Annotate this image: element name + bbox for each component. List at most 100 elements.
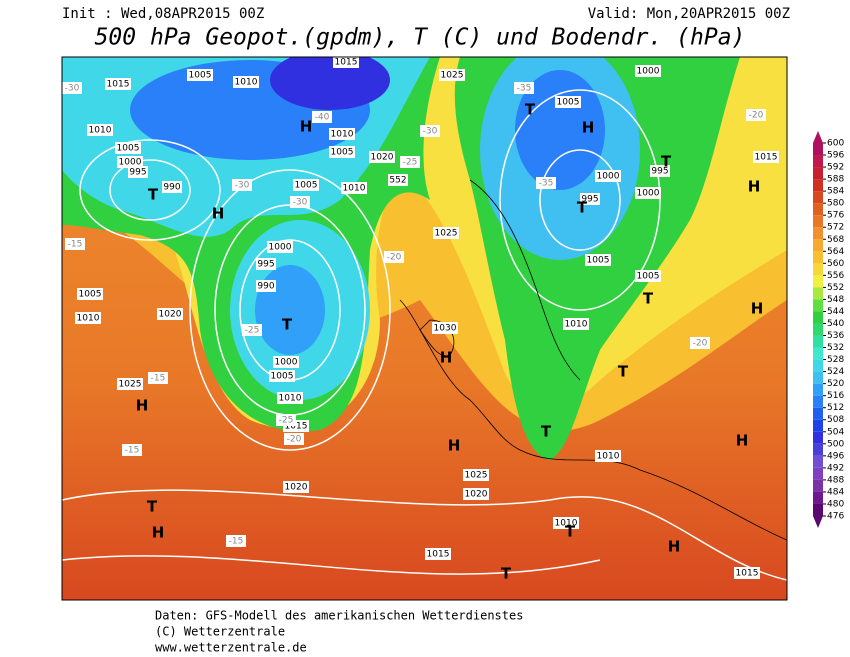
colorbar-band [813,179,823,192]
temp-label: -30 [423,127,438,137]
colorbar-tick-label: 532 [827,343,844,353]
temp-label: -15 [229,537,244,547]
pressure-label-box [425,548,451,560]
pressure-label: 995 [129,168,146,178]
pressure-label-box [432,322,458,334]
low-marker: T [618,363,629,381]
colorbar-band [813,167,823,180]
pressure-label-box [734,567,760,579]
pressure-label: 1020 [465,490,488,500]
high-marker: H [300,118,313,136]
pressure-label: 1015 [427,550,450,560]
temp-label: -35 [539,179,554,189]
temp-label: -15 [68,240,83,250]
colorbar-band [813,359,823,372]
pressure-label: 552 [389,176,406,186]
map-frame [61,56,788,601]
colorbar-tick-label: 556 [827,271,844,281]
pressure-label: 1005 [189,71,212,81]
pressure-label: 1000 [119,158,142,168]
pressure-label-box [273,356,299,368]
pressure-label: 1000 [637,189,660,199]
temp-label-box [284,433,304,445]
colorbar-band [813,251,823,264]
colorbar-tick-label: 576 [827,211,844,221]
pressure-label-box [105,78,131,90]
pressure-label: 1010 [343,184,366,194]
colorbar-band [813,479,823,492]
colorbar-top-arrow [813,131,823,143]
pressure-label-box [635,270,661,282]
pressure-label-box [650,165,670,177]
polar-core [270,57,390,110]
pressure-label: 1030 [434,324,457,334]
colorbar-band [813,347,823,360]
colorbar-tick-label: 564 [827,247,844,257]
temp-label-box [746,109,766,121]
pressure-label: 1010 [77,314,100,324]
pressure-label: 1015 [755,153,778,163]
pressure-label-box [341,182,367,194]
colorbar-band [813,407,823,420]
colorbar-band [813,155,823,168]
pressure-label-box [256,258,276,270]
high-marker: H [748,178,761,196]
temp-label: -20 [749,111,764,121]
low-marker: T [282,316,293,334]
pressure-label-box [463,469,489,481]
colorbar-tick-label: 560 [827,259,844,269]
colorbar: 476 480 484 488 492 496 500 504 508 512 516 520 524 5… [813,131,844,528]
colorbar-band [813,215,823,228]
pressure-label-box [128,166,148,178]
colorbar-tick-label: 584 [827,187,844,197]
pressure-label-box [157,308,183,320]
pressure-label: 995 [581,195,598,205]
high-marker: H [582,119,595,137]
colorbar-band [813,395,823,408]
colorbar-tick-label: 572 [827,223,844,233]
low-marker: T [147,498,158,516]
colorbar-band [813,275,823,288]
pressure-label-box [329,146,355,158]
colorbar-tick-label: 504 [827,427,844,437]
temp-label-box [536,177,556,189]
isobars [62,89,787,581]
pressure-label-box [267,241,293,253]
pressure-label: 1000 [637,67,660,77]
pressure-label: 1020 [285,483,308,493]
colorbar-band [813,143,823,156]
low-marker: T [661,153,672,171]
colorbar-tick-label: 500 [827,439,844,449]
colorbar-band [813,455,823,468]
colorbar-tick-label: 548 [827,295,844,305]
pressure-label: 1010 [279,394,302,404]
colorbar-band [813,419,823,432]
pressure-label-box [563,318,589,330]
pressure-label-box [277,392,303,404]
high-marker: H [668,538,681,556]
colorbar-band [813,431,823,444]
colorbar-tick-label: 592 [827,163,844,173]
temp-label: -20 [693,339,708,349]
colorbar-tick-label: 596 [827,151,844,161]
temp-label-box [148,372,168,384]
temp-label-box [276,414,296,426]
temp-label: -20 [287,435,302,445]
colorbar-band [813,491,823,504]
pressure-label: 1010 [89,126,112,136]
map-title: 500 hPa Geopot.(gpdm), T (C) und Bodendr… [95,25,746,51]
footer-line: (C) Wetterzentrale [155,625,285,639]
colorbar-band [813,467,823,480]
high-marker: H [751,300,764,318]
pressure-label-box [635,65,661,77]
temp-label-box [690,337,710,349]
pressure-label: 1015 [335,58,358,68]
colorbar-tick-label: 512 [827,403,844,413]
temp-label-box [384,251,404,263]
temp-label-box [242,324,262,336]
high-marker: H [136,397,149,415]
pressure-label-box [635,187,661,199]
colorbar-bottom-arrow [813,516,823,528]
pressure-label-box [463,488,489,500]
